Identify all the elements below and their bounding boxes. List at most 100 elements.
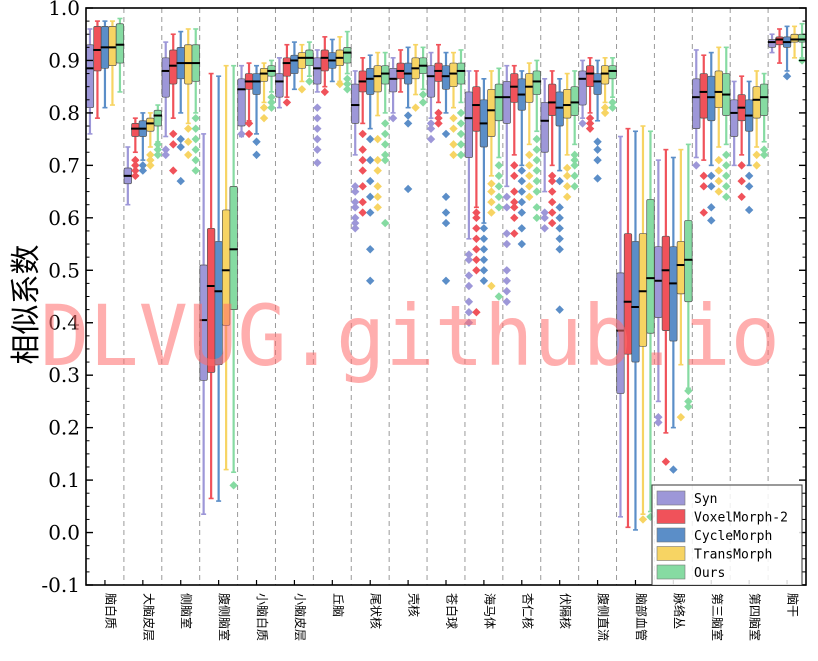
box-iqr (297, 52, 307, 69)
outlier-point (654, 412, 663, 422)
outlier-point (176, 134, 185, 144)
legend-swatch (656, 546, 686, 561)
outlier-point (343, 74, 352, 84)
box-iqr (593, 73, 602, 95)
box-iqr (426, 65, 436, 98)
outlier-point (593, 137, 602, 146)
outlier-point (184, 150, 193, 160)
outlier-point (366, 276, 375, 285)
legend-label: VoxelMorph-2 (694, 511, 788, 526)
outlier-point (570, 161, 579, 170)
box-iqr (578, 70, 587, 106)
outlier-point (153, 140, 163, 149)
outlier-point (313, 134, 322, 144)
box-iqr (290, 54, 299, 74)
x-category-label: 脑白质 (103, 593, 118, 629)
outlier-point (555, 176, 564, 186)
x-category-label: 第四脑室 (748, 593, 763, 641)
outlier-point (532, 213, 541, 223)
y-axis: -0.1 0.0 0.1 0.2 0.3 0.4 0.5 0.6 0.7 0.8 0.9 1.0 (41, 0, 806, 597)
outlier-point (669, 465, 678, 474)
outlier-point (229, 481, 238, 490)
outlier-point (138, 166, 148, 175)
legend-label: Ours (694, 566, 725, 581)
outlier-point (146, 161, 155, 170)
outlier-point (737, 176, 746, 186)
outlier-point (661, 457, 671, 466)
outlier-point (472, 255, 481, 264)
y-tick-label: 0.3 (48, 363, 80, 387)
outlier-point (456, 108, 466, 118)
outlier-point (358, 197, 367, 207)
x-category-label: 腹侧直流 (596, 593, 610, 641)
outlier-point (487, 187, 496, 196)
outlier-point (532, 166, 541, 175)
outlier-point (494, 171, 504, 181)
outlier-point (313, 124, 322, 133)
outlier-point (237, 129, 246, 139)
outlier-point (540, 224, 549, 233)
y-tick-label: 0.4 (48, 311, 80, 335)
outlier-point (547, 208, 557, 217)
outlier-point (684, 397, 693, 406)
outlier-point (759, 145, 769, 154)
outlier-point (714, 187, 723, 196)
outlier-point (464, 318, 474, 327)
box-iqr (502, 81, 511, 124)
outlier-point (510, 213, 519, 223)
x-category-label: 大脑皮层 (141, 593, 155, 641)
outlier-point (494, 192, 504, 202)
outlier-point (532, 203, 541, 212)
y-tick-label: 0.9 (48, 48, 80, 72)
outlier-point (464, 250, 474, 259)
outlier-point (593, 145, 602, 154)
outlier-point (418, 90, 428, 99)
box-iqr (760, 83, 769, 116)
outlier-point (782, 71, 792, 81)
x-category-label: 海马体 (482, 593, 497, 629)
outlier-point (366, 245, 375, 254)
outlier-point (441, 129, 451, 139)
outlier-point (525, 161, 534, 170)
box-iqr (85, 44, 95, 109)
legend-swatch (656, 527, 686, 543)
outlier-point (358, 166, 367, 175)
y-tick-label: 0.8 (48, 101, 80, 125)
outlier-point (654, 418, 663, 427)
outlier-point (479, 276, 489, 285)
box-iqr (366, 67, 375, 95)
outlier-point (161, 150, 170, 160)
outlier-point (131, 161, 140, 170)
x-category-label: 脑部血管 (634, 593, 649, 641)
box-iqr (532, 70, 541, 95)
outlier-point (169, 166, 178, 175)
outlier-point (722, 150, 731, 160)
y-tick-label: 1.0 (48, 0, 80, 20)
outlier-point (267, 92, 276, 102)
outlier-point (479, 266, 489, 275)
y-tick-label: 0.0 (48, 521, 80, 545)
outlier-point (562, 182, 572, 191)
x-category-label: 侧脑室 (179, 593, 194, 629)
outlier-point (699, 208, 708, 217)
box-iqr (510, 73, 519, 103)
outlier-point (426, 119, 436, 128)
outlier-point (532, 176, 541, 186)
box-iqr (600, 65, 610, 85)
outlier-point (373, 155, 382, 165)
outlier-point (585, 119, 595, 128)
outlier-point (502, 192, 511, 202)
box-iqr (525, 73, 534, 103)
box-iqr (237, 78, 246, 127)
outlier-point (699, 182, 708, 191)
outlier-point (502, 287, 511, 296)
outlier-point (358, 145, 367, 154)
outlier-point (525, 150, 534, 160)
outlier-point (153, 145, 163, 154)
outlier-point (441, 218, 451, 228)
outlier-point (259, 113, 269, 123)
box-iqr (449, 62, 458, 88)
box-iqr (252, 73, 261, 95)
outlier-point (487, 179, 496, 188)
series-group (115, 17, 807, 522)
